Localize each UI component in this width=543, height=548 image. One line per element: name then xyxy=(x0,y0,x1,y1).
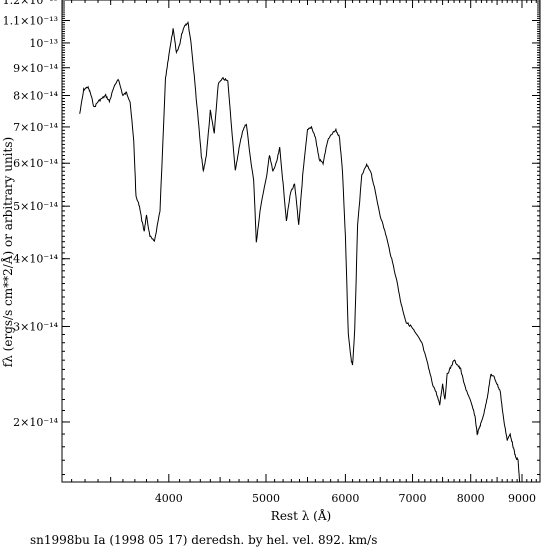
x-tick-label: 8000 xyxy=(457,492,485,505)
x-tick-label: 6000 xyxy=(331,492,359,505)
x-tick-label: 4000 xyxy=(155,492,183,505)
x-tick-label: 7000 xyxy=(399,492,427,505)
y-axis-label: fλ (ergs/s cm**2/Å) or arbitrary units) xyxy=(0,137,15,367)
y-tick-label: 7×10⁻¹⁴ xyxy=(13,121,58,134)
y-tick-label: 4×10⁻¹⁴ xyxy=(13,253,58,266)
y-tick-label: 5×10⁻¹⁴ xyxy=(13,200,58,213)
y-tick-label: 10⁻¹³ xyxy=(29,37,58,50)
y-tick-label: 9×10⁻¹⁴ xyxy=(13,62,58,75)
x-axis-label: Rest λ (Å) xyxy=(271,508,331,523)
spectrum-line xyxy=(79,20,521,483)
x-axis-ticks: 4000 5000 6000 7000 8000 9000 xyxy=(71,0,537,505)
y-tick-label: 1.1×10⁻¹³ xyxy=(3,14,58,27)
plot-frame xyxy=(61,0,541,483)
y-tick-label: 3×10⁻¹⁴ xyxy=(13,320,58,333)
y-tick-label: 8×10⁻¹⁴ xyxy=(13,89,58,102)
y-tick-label: 2×10⁻¹⁴ xyxy=(13,416,58,429)
x-tick-label: 5000 xyxy=(252,492,280,505)
chart-caption: sn1998bu Ia (1998 05 17) deredsh. by hel… xyxy=(30,533,377,547)
y-axis-ticks: 1.2×10⁻¹³ 1.1×10⁻¹³ 10⁻¹³ 9×10⁻¹⁴ 8×10⁻¹⁴ 7×1… xyxy=(3,0,540,476)
y-tick-label: 6×10⁻¹⁴ xyxy=(13,157,58,170)
y-tick-label: 1.2×10⁻¹³ xyxy=(3,0,58,7)
x-tick-label: 9000 xyxy=(508,492,536,505)
